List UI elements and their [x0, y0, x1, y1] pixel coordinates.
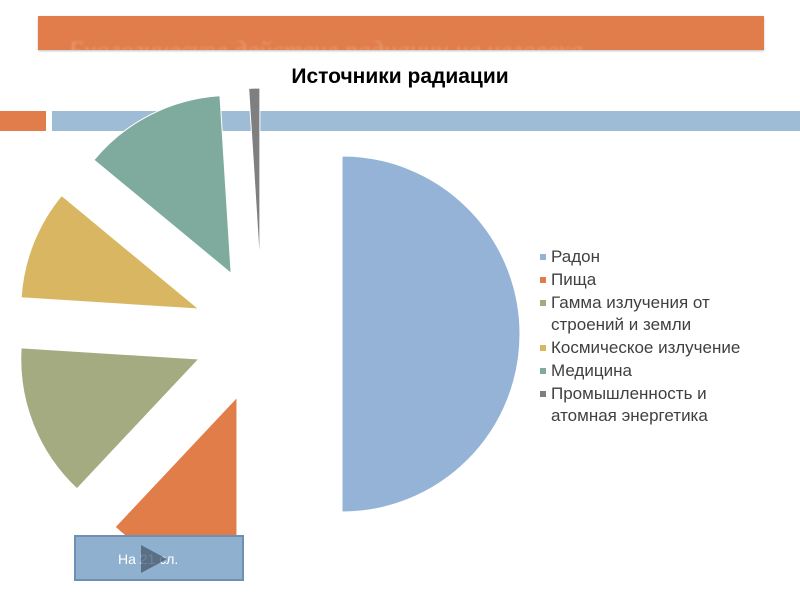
legend-swatch — [540, 391, 546, 397]
pie-slice-6 — [248, 87, 261, 267]
legend-swatch — [540, 277, 546, 283]
legend-label: Пища — [551, 270, 597, 289]
legend-label: Космическое излучение — [551, 338, 741, 357]
legend-label: Гамма излучения от строений и земли — [551, 293, 710, 334]
legend-item: Пища — [540, 269, 790, 291]
next-slide-button[interactable]: На 21 сл. — [74, 535, 244, 581]
pie-slice-3 — [20, 347, 200, 490]
legend-item: Космическое излучение — [540, 337, 790, 359]
banner-title: Биологическое действие радиации на челов… — [68, 36, 583, 50]
chart-title: Источники радиации — [291, 65, 508, 88]
legend-item: Медицина — [540, 360, 790, 382]
pie-slice-5 — [93, 95, 232, 275]
accent-bar-orange — [0, 111, 46, 131]
legend-label: Радон — [551, 247, 600, 266]
pie-slice-1 — [341, 155, 521, 513]
legend-swatch — [540, 345, 546, 351]
legend-swatch — [540, 254, 546, 260]
legend-item: Промышленность и атомная энергетика — [540, 383, 790, 427]
accent-bar-blue — [52, 111, 800, 131]
title-banner: Биологическое действие радиации на челов… — [38, 16, 764, 50]
pie-slice-4 — [20, 194, 201, 310]
legend-label: Медицина — [551, 361, 632, 380]
legend-item: Гамма излучения от строений и земли — [540, 292, 790, 336]
legend-swatch — [540, 300, 546, 306]
play-icon — [141, 545, 167, 573]
legend-swatch — [540, 368, 546, 374]
legend-item: Радон — [540, 246, 790, 268]
legend-label: Промышленность и атомная энергетика — [551, 384, 708, 425]
chart-legend: Радон Пища Гамма излучения от строений и зе… — [540, 246, 790, 428]
